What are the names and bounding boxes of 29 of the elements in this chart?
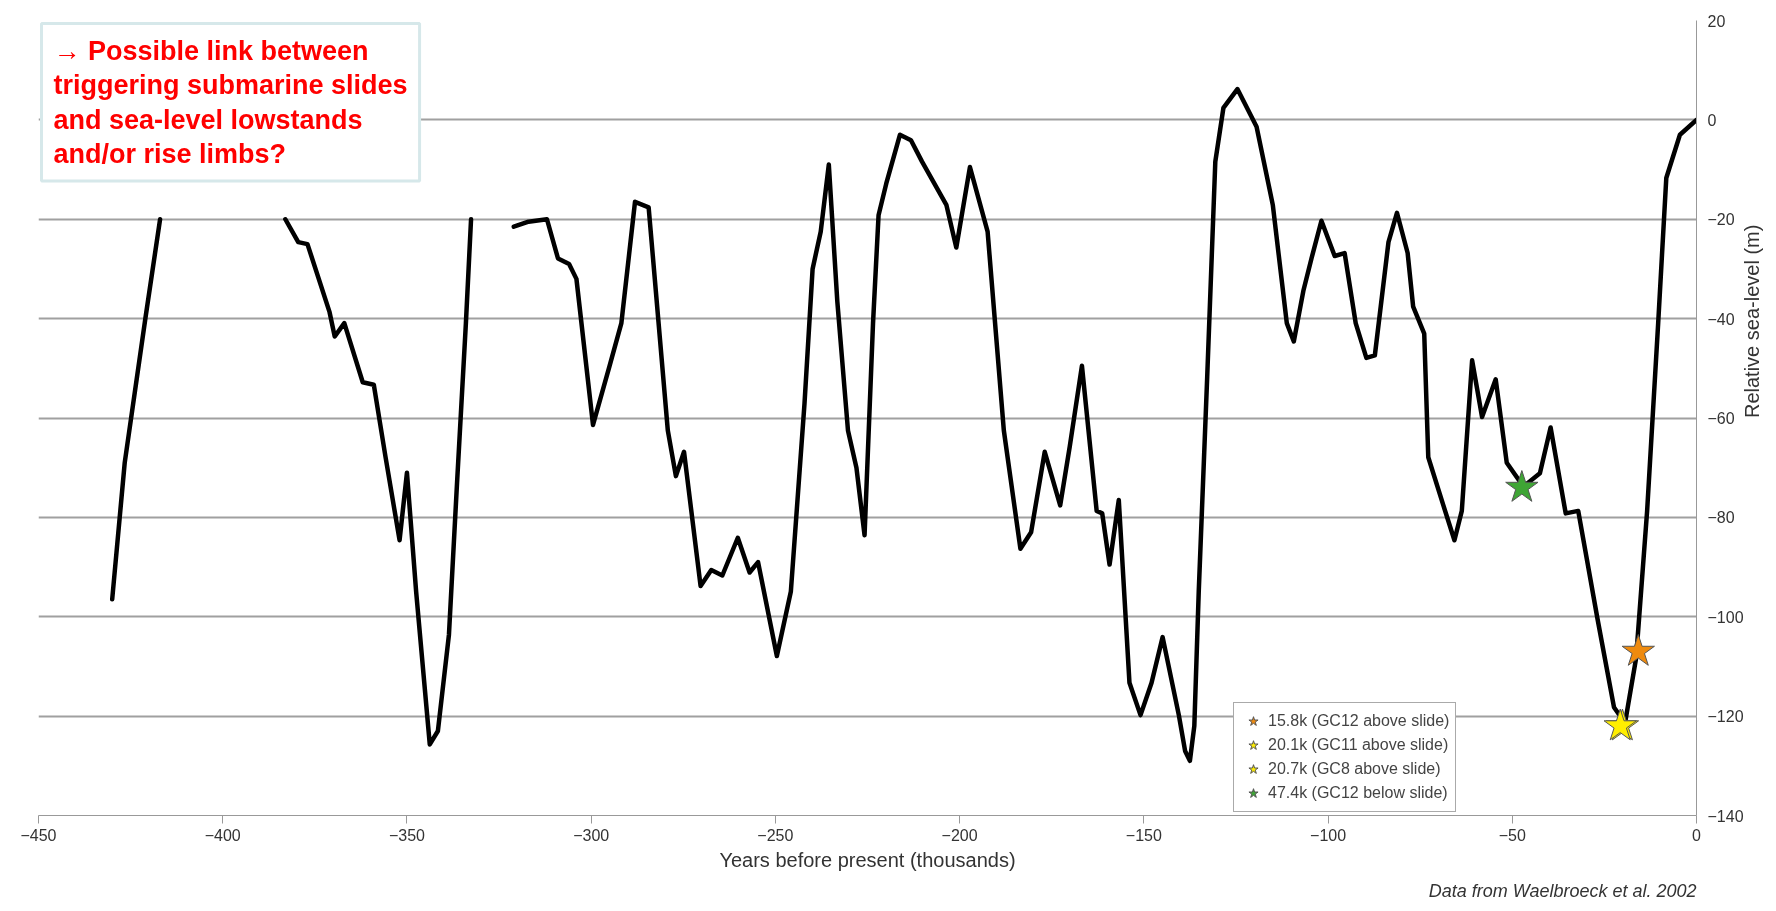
x-tick-label: −450 [20, 826, 57, 844]
point [1505, 470, 1539, 502]
legend-label: 15.8k (GC12 above slide) [1268, 712, 1450, 730]
x-tick-label: −100 [1310, 826, 1347, 844]
legend-label: 20.1k (GC11 above slide) [1268, 736, 1449, 754]
y-tick-label: −120 [1707, 708, 1744, 726]
y-tick-label: 0 [1707, 111, 1717, 129]
legend-label: 47.4k (GC12 below slide) [1268, 784, 1448, 802]
x-tick-label: −300 [573, 826, 610, 844]
y-tick-label: −40 [1707, 310, 1735, 328]
y-tick-label: −140 [1707, 807, 1744, 825]
point [1621, 634, 1655, 666]
x-tick-label: −50 [1498, 826, 1526, 844]
y-tick-label: 20 [1707, 12, 1726, 30]
x-tick-label: −400 [204, 826, 241, 844]
y-axis-title: Relative sea-level (m) [1740, 224, 1763, 418]
text: Data from Waelbroeck et al. 2002 [1428, 880, 1697, 901]
x-tick-label: −150 [1125, 826, 1162, 844]
legend-label: 20.7k (GC8 above slide) [1268, 760, 1441, 778]
y-tick-label: −100 [1707, 608, 1744, 626]
x-tick-label: −250 [757, 826, 794, 844]
y-tick-label: −20 [1707, 211, 1735, 229]
y-tick-label: −80 [1707, 509, 1735, 527]
y-tick-label: −60 [1707, 410, 1735, 427]
x-axis-title: Years before present (thousands) [719, 848, 1016, 871]
x-tick-label: −200 [941, 826, 978, 844]
x-tick-label: 0 [1692, 826, 1702, 844]
annotation: → Possible link between triggering submarine slides and sea-level lowstands and/or rise limbs? [53, 35, 408, 169]
x-tick-label: −350 [388, 826, 426, 844]
